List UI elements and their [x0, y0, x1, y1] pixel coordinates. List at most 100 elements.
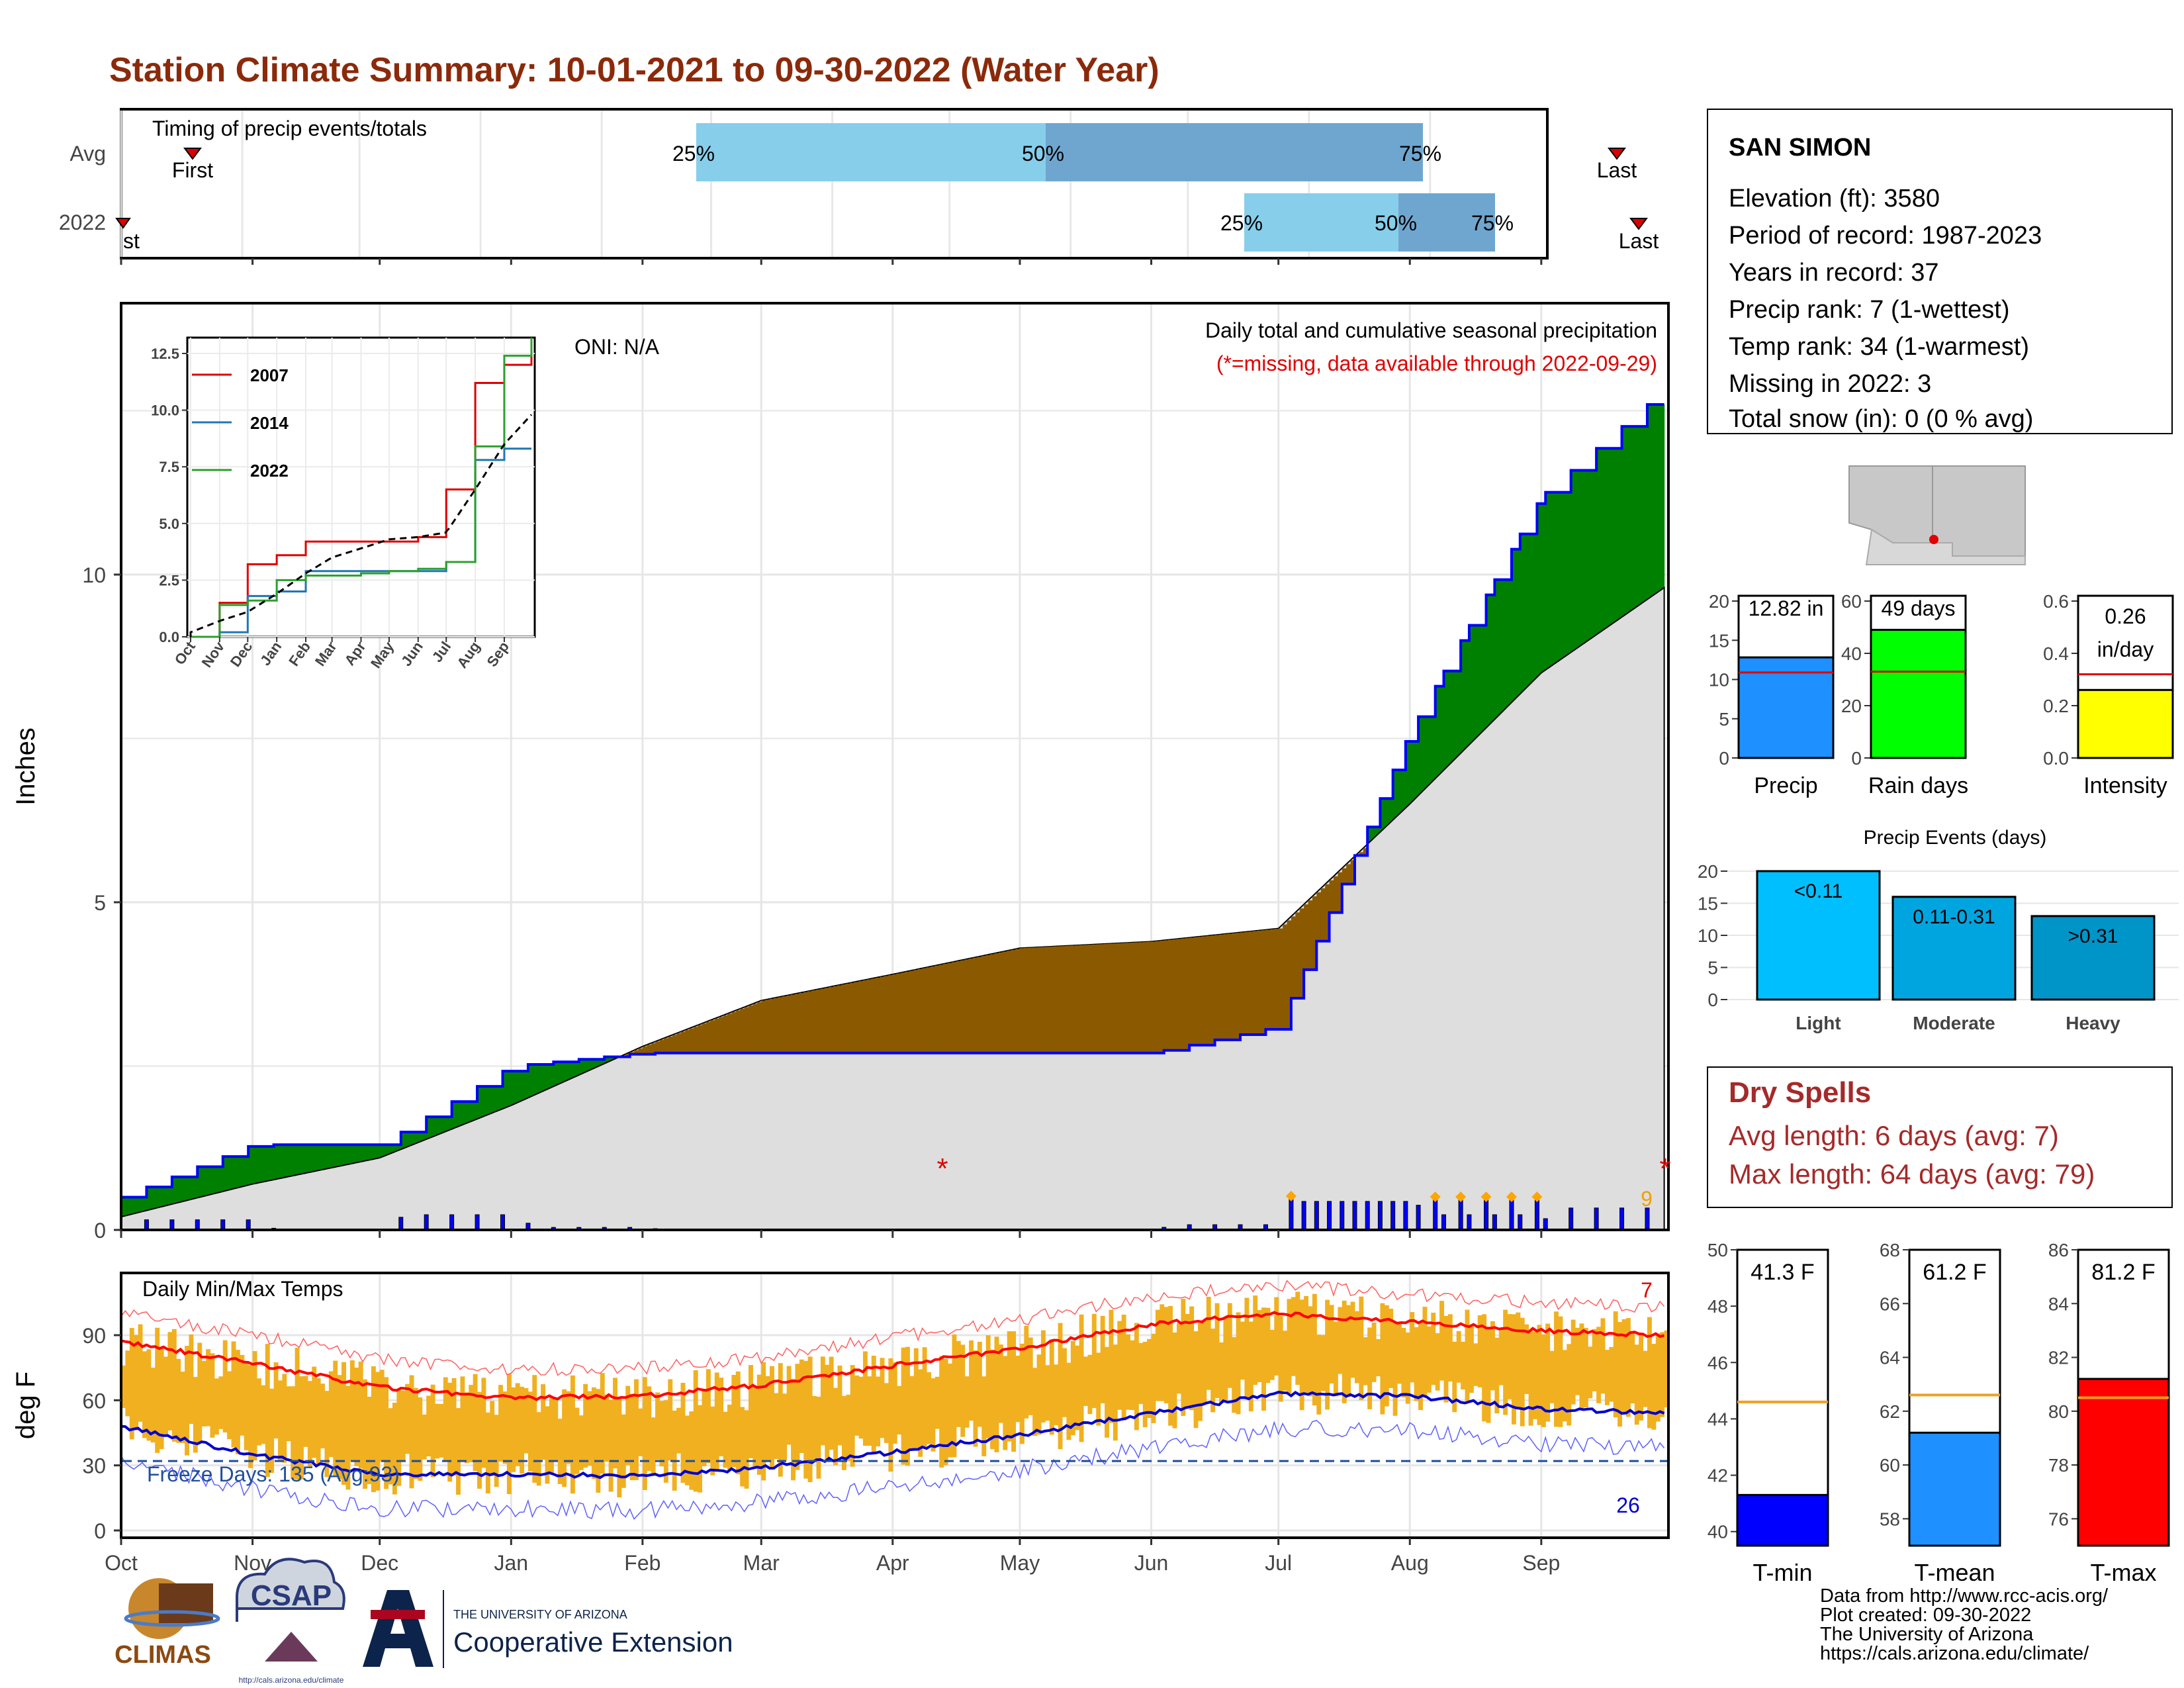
above-average-area [125, 1197, 130, 1216]
daily-temp-range-bar [625, 1385, 631, 1466]
below-average-area [799, 993, 804, 1053]
daily-temp-range-bar [1376, 1339, 1381, 1377]
above-average-area [256, 1146, 261, 1184]
daily-temp-range-bar [952, 1334, 957, 1458]
above-average-area [456, 1102, 461, 1128]
below-average-area [1257, 930, 1262, 1035]
daily-temp-range-bar [566, 1391, 571, 1464]
daily-temp-range-bar [396, 1389, 402, 1486]
temp-summary-bar-t-mean: 58 60 62 64 66 68 61.2 F T-mean [1880, 1240, 2001, 1586]
daily-temp-range-bar [447, 1382, 453, 1482]
temp-summary-ytick-label: 46 [1707, 1352, 1728, 1373]
daily-temp-range-bar [1414, 1327, 1419, 1401]
above-average-area [210, 1166, 215, 1195]
below-average-area [1210, 935, 1216, 1045]
below-average-area [774, 998, 779, 1053]
daily-temp-range-bar [273, 1362, 279, 1438]
daily-temp-range-bar [1096, 1352, 1101, 1426]
below-average-area [803, 992, 809, 1053]
daily-temp-range-bar [1240, 1321, 1245, 1380]
daily-temp-range-bar [1426, 1326, 1432, 1393]
above-average-area [1405, 741, 1410, 808]
above-average-area [1414, 741, 1419, 800]
inset-ytick-label: 10.0 [151, 402, 179, 419]
temp-ytick-label: 0 [94, 1519, 106, 1543]
daily-temp-range-bar [1261, 1307, 1266, 1411]
daily-temp-range-bar [388, 1408, 393, 1485]
summary-ytick-label: 0.0 [2043, 748, 2069, 769]
temp-summary-ytick-label: 42 [1707, 1466, 1728, 1486]
daily-temp-range-bar [1435, 1333, 1440, 1391]
below-average-area [778, 997, 783, 1053]
temp-summary-value-text: 61.2 F [1923, 1260, 1986, 1285]
below-average-area [998, 952, 1003, 1053]
daily-temp-range-bar [956, 1340, 961, 1427]
dry-spells-box: Dry Spells Avg length: 6 days (avg: 7) M… [1707, 1066, 2173, 1208]
daily-temp-range-bar [1570, 1319, 1576, 1405]
daily-temp-range-bar [1142, 1341, 1148, 1428]
daily-precip-bar [1377, 1201, 1383, 1231]
events-category-label: Light [1796, 1013, 1841, 1033]
daily-temp-range-bar [278, 1380, 283, 1461]
daily-temp-range-bar [502, 1391, 508, 1464]
above-average-area [134, 1197, 139, 1214]
daily-temp-range-bar [1151, 1333, 1156, 1423]
temp-summary-ytick-label: 82 [2048, 1348, 2069, 1368]
above-average-area [163, 1187, 169, 1207]
above-average-area [222, 1156, 228, 1192]
below-average-area [1185, 938, 1190, 1051]
average-cumulative-area [120, 586, 1665, 1231]
precip-events-chart: Precip Events (days) 0 5 10 15 20 <0.11 Light 0… [1698, 827, 2179, 1033]
daily-temp-range-bar [1371, 1322, 1377, 1382]
below-average-area [1168, 939, 1173, 1051]
daily-temp-range-bar [214, 1378, 219, 1435]
daily-temp-range-bar [1189, 1306, 1195, 1411]
daily-precip-bar [1518, 1214, 1523, 1231]
above-average-area [349, 1145, 355, 1164]
above-average-area [1367, 827, 1373, 845]
above-average-area [545, 1064, 550, 1090]
daily-temp-range-bar [663, 1400, 668, 1483]
daily-precip-bar [1301, 1201, 1306, 1231]
below-average-area [752, 1004, 758, 1053]
daily-temp-range-bar [1269, 1329, 1275, 1380]
daily-precip-bar [1340, 1201, 1345, 1231]
daily-temp-range-bar [1007, 1331, 1012, 1442]
below-average-area [833, 986, 839, 1053]
below-average-area [786, 995, 792, 1053]
summary-bar-label: Intensity [2083, 773, 2167, 798]
daily-temp-range-bar [774, 1393, 779, 1460]
above-average-area [600, 1059, 605, 1066]
above-average-area [1511, 549, 1517, 703]
2022-50-label: 50% [1375, 211, 1417, 235]
daily-temp-range-bar [693, 1370, 698, 1492]
above-average-area [1465, 640, 1470, 749]
below-average-area [1134, 942, 1139, 1053]
daily-temp-range-bar [1350, 1301, 1355, 1378]
daily-temp-range-bar [719, 1378, 724, 1456]
temp-summary-label: T-max [2090, 1559, 2156, 1586]
daily-temp-range-bar [981, 1376, 987, 1457]
daily-temp-range-bar [1011, 1331, 1017, 1452]
below-average-area [727, 1013, 732, 1053]
station-snow: Total snow (in): 0 (0 % avg) [1729, 405, 2033, 433]
avg-75-label: 75% [1399, 142, 1441, 165]
daily-temp-range-bar [901, 1347, 906, 1465]
daily-temp-range-bar [1028, 1337, 1033, 1415]
daily-temp-range-bar [985, 1335, 991, 1438]
daily-temp-range-bar [1498, 1327, 1504, 1385]
above-average-area [553, 1062, 559, 1087]
above-average-area [265, 1146, 270, 1182]
summary-ytick-label: 40 [1841, 643, 1862, 664]
daily-temp-range-bar [1397, 1323, 1402, 1384]
daily-temp-range-bar [756, 1374, 762, 1475]
summary-ytick-label: 0.6 [2043, 591, 2069, 612]
ua-extension-text: Cooperative Extension [453, 1626, 733, 1658]
above-average-area [422, 1132, 427, 1141]
daily-temp-range-bar [498, 1385, 503, 1462]
daily-temp-range-bar [527, 1391, 533, 1472]
below-average-area [956, 961, 961, 1053]
above-average-area [596, 1059, 601, 1068]
daily-temp-range-bar [829, 1356, 834, 1450]
below-average-area [1283, 924, 1288, 1030]
